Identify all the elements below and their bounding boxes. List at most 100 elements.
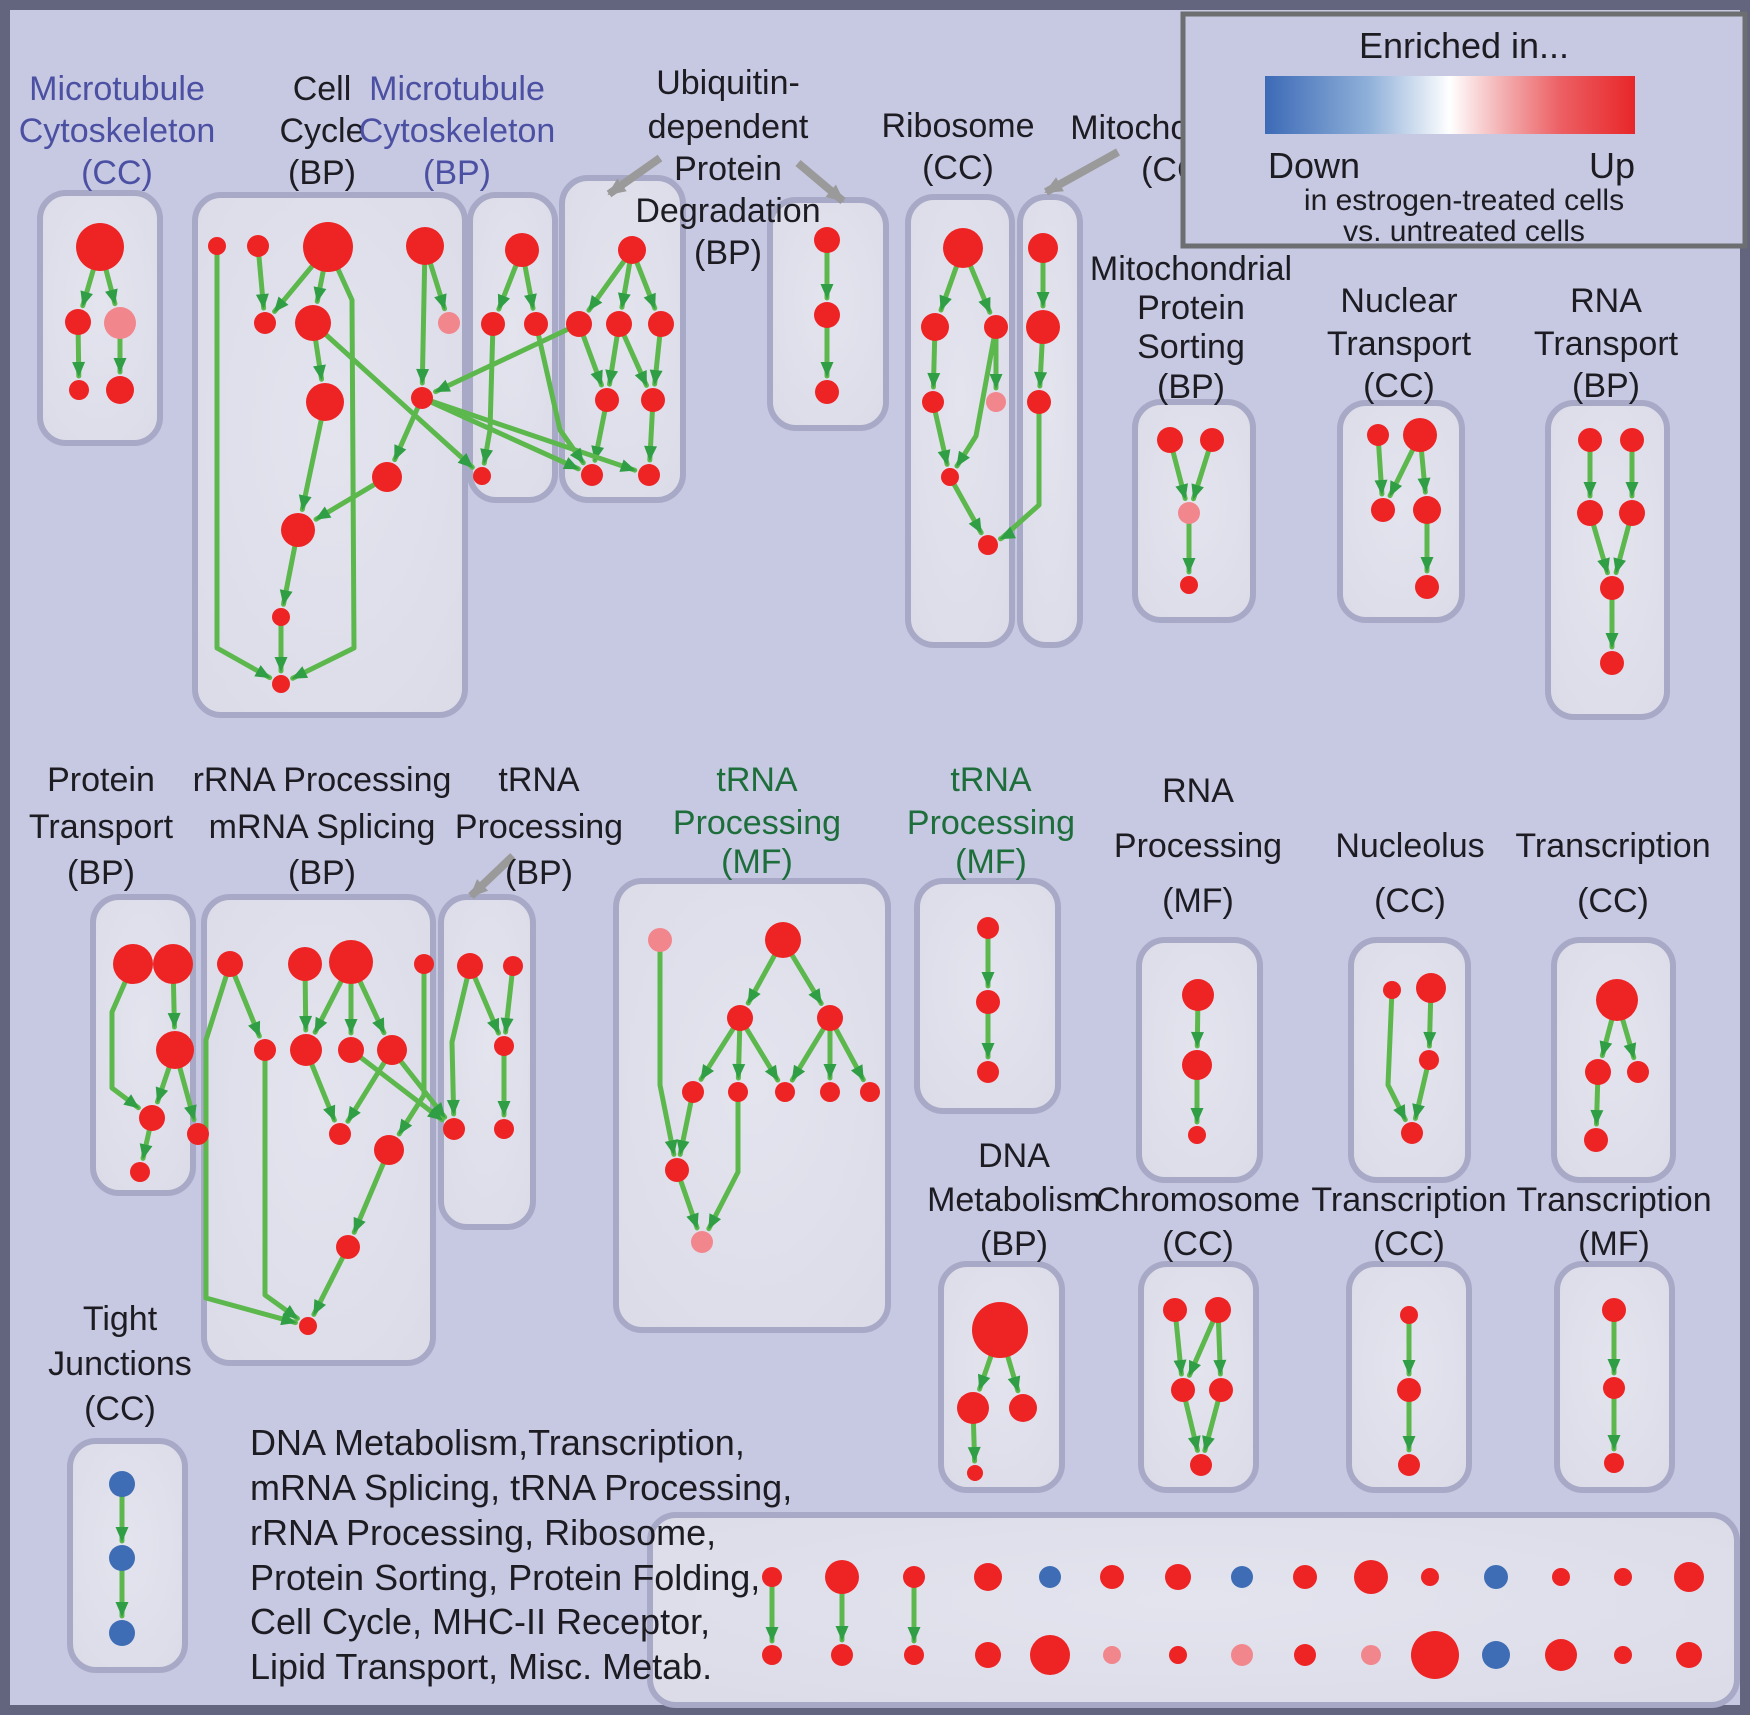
gene-node-red [473, 467, 491, 485]
cluster-label-cell-cycle: Cycle [279, 112, 364, 150]
gene-node-red [524, 312, 548, 336]
gene-node-red [1190, 1454, 1212, 1476]
cluster-label-rna-transport: Transport [1534, 325, 1679, 363]
cluster-label-trna-mf-1: (MF) [721, 843, 793, 881]
gene-node-pink [691, 1231, 713, 1253]
gene-node-red [922, 391, 944, 413]
edge-arrow [109, 961, 141, 1111]
gene-node-red [1411, 1631, 1459, 1679]
gene-node-red [825, 1560, 859, 1594]
gene-node-red [1401, 1122, 1423, 1144]
gene-node-red [457, 953, 483, 979]
cluster-label-dna-metabolism: DNA [978, 1137, 1050, 1175]
pointer-arrow [795, 159, 846, 205]
gene-node-red [411, 387, 433, 409]
gene-node-red [606, 311, 632, 337]
cluster-label-ubiquitin-1: Protein [674, 150, 782, 188]
gene-node-red [414, 954, 434, 974]
cluster-box-miscellaneous [647, 1512, 1740, 1708]
edge-arrow [446, 963, 473, 1117]
cluster-label-trna-bp: Processing [455, 808, 623, 846]
gene-node-red [503, 956, 523, 976]
edge-arrow [433, 321, 582, 395]
cluster-label-rna-processing-mf: RNA [1162, 772, 1234, 810]
gene-node-red [1674, 1562, 1704, 1592]
edge-arrow [214, 243, 273, 681]
cluster-box-nuclear-transport [1337, 400, 1465, 623]
gene-node-red [904, 1645, 924, 1665]
gene-node-red [1182, 979, 1214, 1011]
cluster-box-transcription-mf [1554, 1261, 1675, 1493]
gene-node-red [1398, 1454, 1420, 1476]
gene-node-blue [1039, 1566, 1061, 1588]
annotation-line: Protein Sorting, Protein Folding, [250, 1557, 760, 1598]
gene-node-red [762, 1567, 782, 1587]
gene-node-pink [648, 928, 672, 952]
gene-node-red [1419, 1050, 1439, 1070]
cluster-label-ribosome: Ribosome [881, 107, 1034, 145]
pointer-arrow [1044, 148, 1120, 196]
gene-node-blue [109, 1471, 135, 1497]
gene-node-red [977, 917, 999, 939]
cluster-label-tight-junctions: Tight [83, 1300, 158, 1338]
cluster-label-transcription-cc-2: Transcription [1311, 1181, 1506, 1219]
annotation-line: DNA Metabolism,Transcription, [250, 1422, 745, 1463]
gene-node-red [815, 380, 839, 404]
gene-node-red [1157, 427, 1183, 453]
gene-node-red [1367, 424, 1389, 446]
cluster-label-microtubule-cc: Cytoskeleton [19, 112, 216, 150]
edge-arrow [947, 474, 984, 536]
gene-node-red [775, 1082, 795, 1102]
cluster-label-rna-processing-mf: (MF) [1162, 882, 1234, 920]
gene-node-red [272, 608, 290, 626]
gene-node-red [288, 947, 322, 981]
cluster-label-protein-transport: Protein [47, 761, 155, 799]
cluster-label-nuclear-transport: (CC) [1363, 367, 1435, 405]
gene-node-red [1614, 1568, 1632, 1586]
cluster-label-transcription-mf: Transcription [1516, 1181, 1711, 1219]
gene-node-red [1027, 390, 1051, 414]
gene-node-red [817, 1005, 843, 1031]
gene-node-red [113, 944, 153, 984]
gene-node-red [1421, 1568, 1439, 1586]
gene-node-red [76, 223, 124, 271]
gene-node-red [130, 1162, 150, 1182]
gene-node-red [443, 1118, 465, 1140]
cluster-label-ubiquitin-1: dependent [648, 108, 809, 146]
gene-node-red [665, 1158, 689, 1182]
annotation-line: rRNA Processing, Ribosome, [250, 1512, 716, 1553]
annotation-line: Lipid Transport, Misc. Metab. [250, 1646, 712, 1687]
gene-node-pink [1103, 1646, 1121, 1664]
edge-arrow [290, 244, 357, 681]
gene-node-red [1030, 1635, 1070, 1675]
gene-node-red [494, 1036, 514, 1056]
gene-node-red [1627, 1061, 1649, 1083]
cluster-label-ubiquitin-1: Ubiquitin- [656, 64, 800, 102]
gene-node-red [1620, 428, 1644, 452]
gene-node-red [481, 312, 505, 336]
gene-node-red [762, 1645, 782, 1665]
cluster-label-rna-transport: (BP) [1572, 367, 1640, 405]
gene-node-pink [1231, 1644, 1253, 1666]
gene-node-red [1354, 1560, 1388, 1594]
cluster-label-dna-metabolism: Metabolism [927, 1181, 1101, 1219]
gene-node-red [860, 1082, 880, 1102]
cluster-box-transcription-cc-2 [1346, 1261, 1472, 1493]
gene-node-red [581, 464, 603, 486]
cluster-label-transcription-cc-1: Transcription [1515, 827, 1710, 865]
gene-node-pink [1178, 502, 1200, 524]
gene-node-red [338, 1037, 364, 1063]
gene-node-red [1026, 310, 1060, 344]
legend-up-label: Up [1589, 145, 1635, 186]
edge-arrow [348, 1047, 445, 1123]
cluster-label-nuclear-transport: Transport [1327, 325, 1472, 363]
gene-node-red [106, 376, 134, 404]
gene-node-red [1578, 428, 1602, 452]
gene-node-red [972, 1302, 1028, 1358]
gene-node-red [967, 1465, 983, 1481]
edge-arrow [416, 243, 430, 386]
cluster-label-mito-protein-sorting: (BP) [1157, 368, 1225, 406]
gene-node-red [1163, 1298, 1187, 1322]
edge-arrow [500, 963, 516, 1035]
cluster-label-protein-transport: Transport [29, 808, 174, 846]
